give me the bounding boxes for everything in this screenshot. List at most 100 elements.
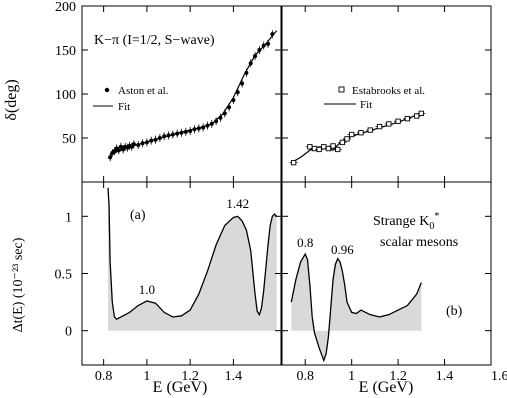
legend-marker-estabrooks — [338, 86, 345, 93]
data-point — [316, 146, 322, 153]
panel-bottom-right: 0.8 1 1.2 1.4 1.6 0.8 0.96 — [282, 182, 507, 384]
data-point — [330, 143, 336, 149]
y-tick-label: 1 — [65, 210, 72, 225]
y-tick-label: 200 — [55, 0, 76, 15]
data-point — [153, 137, 158, 142]
y-tick-label: 150 — [55, 44, 76, 59]
peak-annotation: 0.8 — [297, 235, 313, 250]
peak-annotation: 1.0 — [139, 282, 155, 297]
data-point — [344, 136, 350, 142]
data-point — [175, 131, 180, 136]
x-tick-label: 1.4 — [225, 369, 243, 384]
data-point — [205, 123, 210, 128]
time-delay-curve — [107, 187, 278, 321]
panel-bottom-left: 0 0.5 1 0.8 1 1.2 1.4 1.0 1.42 — [55, 182, 281, 384]
data-point — [214, 119, 219, 124]
y-tick-label: 0.5 — [55, 268, 73, 283]
data-point — [244, 70, 249, 75]
data-point — [349, 131, 355, 138]
data-point — [162, 134, 167, 139]
x-axis-label-right: E (GeV) — [359, 379, 414, 396]
x-tick-label: 1.2 — [389, 369, 407, 384]
x-tick-label: 1.6 — [491, 369, 507, 384]
legend-marker-aston — [104, 87, 110, 93]
x-axis-label-left: E (GeV) — [153, 379, 208, 396]
data-point — [108, 155, 113, 160]
data-point — [222, 111, 227, 116]
data-point — [235, 90, 240, 95]
x-tick-label: 1 — [348, 369, 355, 384]
peak-annotation: 1.42 — [226, 196, 249, 211]
data-point — [166, 133, 171, 138]
peak-annotation: 0.96 — [331, 242, 354, 257]
time-delay-curve — [290, 252, 422, 363]
data-point — [149, 138, 154, 143]
chart-title: K−π (I=1/2, S−wave) — [94, 33, 215, 48]
data-point — [136, 143, 141, 148]
data-point — [170, 132, 175, 137]
data-point — [376, 123, 383, 130]
data-point — [201, 125, 206, 130]
x-tick-label: 0.8 — [95, 369, 113, 384]
data-point — [192, 127, 197, 132]
legend-label-fit: Fit — [118, 101, 130, 113]
data-point — [311, 145, 318, 152]
data-point — [404, 115, 411, 122]
x-tick-label: 1.4 — [436, 369, 454, 384]
strange-mesons-label: Strange K0* — [373, 211, 439, 232]
data-point — [188, 128, 193, 133]
data-point — [270, 32, 275, 37]
data-point — [414, 113, 420, 119]
data-point — [248, 61, 253, 66]
x-tick-label: 1 — [143, 369, 150, 384]
y-tick-label: 0 — [65, 325, 72, 340]
data-point — [335, 146, 341, 153]
data-point — [196, 126, 201, 131]
legend-label-fit: Fit — [360, 99, 372, 111]
data-point — [144, 140, 149, 145]
data-point — [386, 121, 392, 127]
data-point — [290, 159, 297, 166]
data-point — [179, 130, 184, 135]
y-tick-label: 100 — [55, 88, 76, 103]
data-point — [121, 147, 126, 152]
data-point — [157, 136, 162, 140]
panel-top-right: Estabrooks et al. Fit — [282, 6, 491, 182]
data-point — [257, 48, 262, 52]
legend-label-aston: Aston et al. — [118, 85, 169, 97]
filled-area — [107, 187, 277, 331]
panel-label-a: (a) — [130, 208, 146, 223]
y-tick-label: 50 — [62, 132, 76, 147]
panel-top-left: 50 100 150 200 Aston et al. Fit — [55, 0, 281, 182]
data-point — [209, 121, 214, 126]
data-point — [253, 54, 258, 59]
data-point — [358, 130, 364, 136]
data-point — [112, 149, 117, 154]
data-point — [339, 139, 346, 146]
data-point — [325, 145, 332, 152]
data-point — [261, 43, 266, 48]
data-point — [240, 81, 245, 86]
data-point — [140, 141, 145, 146]
data-point — [129, 144, 134, 149]
data-point — [367, 127, 373, 133]
filled-area — [291, 254, 422, 361]
data-point — [183, 129, 188, 134]
x-tick-label: 1.2 — [181, 369, 199, 384]
panel-bottom-right-frame — [281, 181, 492, 366]
scalar-mesons-label: scalar mesons — [380, 235, 458, 250]
data-point — [118, 144, 123, 149]
legend-label-estabrooks: Estabrooks et al. — [352, 85, 425, 97]
data-point — [418, 110, 424, 117]
y-axis-label-top: δ(deg) — [3, 79, 20, 120]
data-point — [131, 142, 136, 147]
x-tick-label: 0.8 — [296, 369, 314, 384]
data-point — [218, 115, 223, 120]
y-axis-label-bottom: Δt(E) (10⁻²³ sec) — [11, 237, 26, 332]
data-point — [266, 41, 271, 46]
data-point — [231, 98, 236, 103]
data-point — [395, 118, 401, 124]
data-point — [116, 148, 121, 153]
fit-line — [290, 112, 422, 164]
